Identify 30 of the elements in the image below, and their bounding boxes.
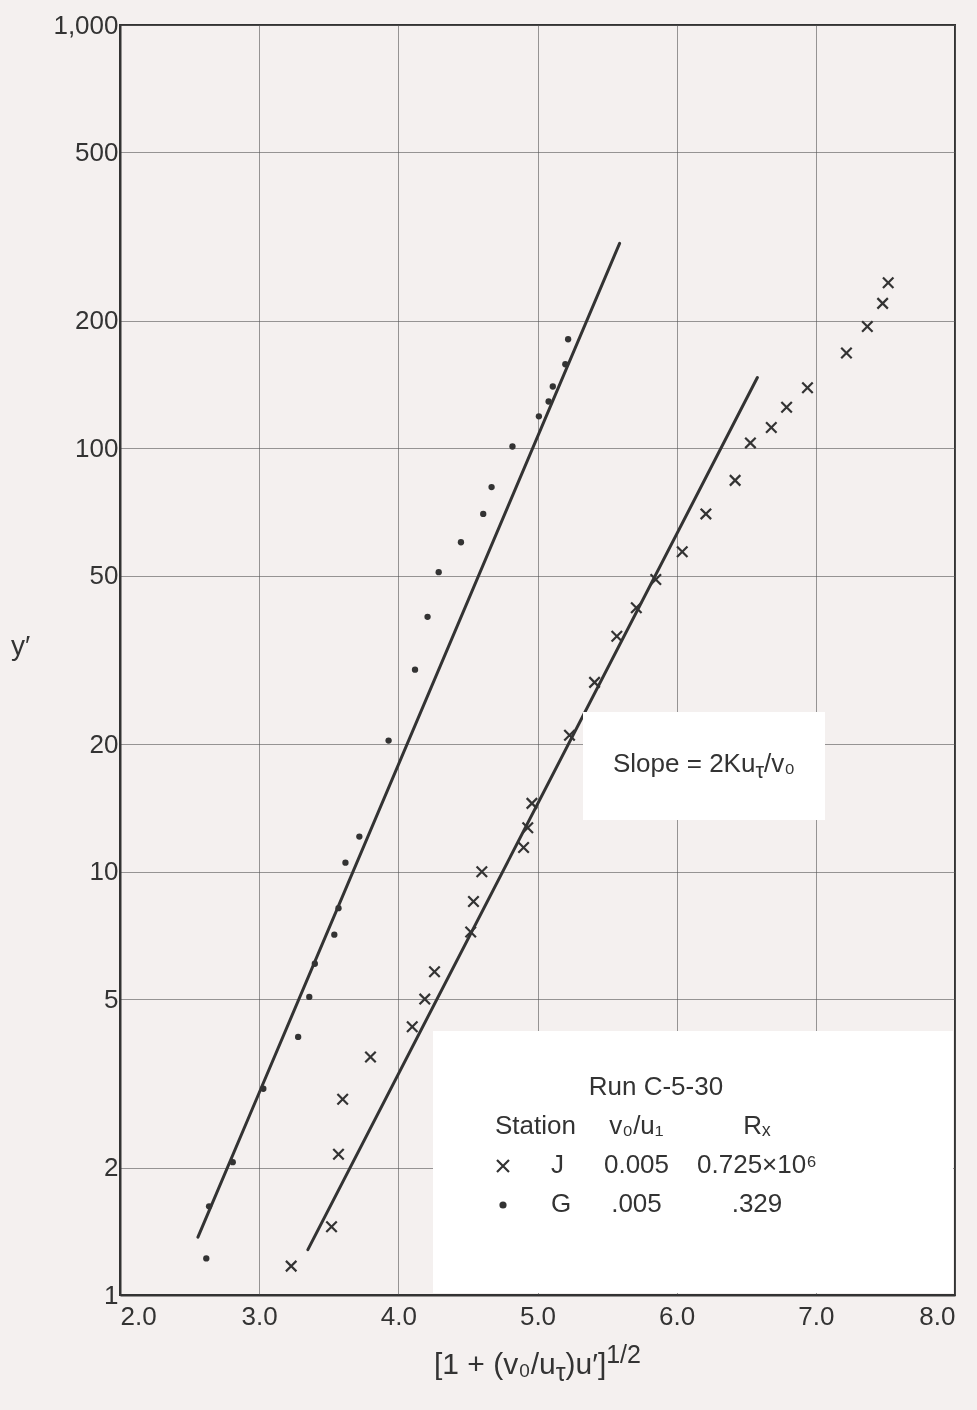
note-box: Slope = 2Ku$_{τ}$/v₀	[583, 712, 825, 821]
x-tick-label: 6.0	[659, 1300, 696, 1331]
legend-title: Run C-5-30	[587, 1070, 725, 1103]
y-tick-label: 5	[104, 983, 119, 1014]
legend-label: J	[551, 1149, 564, 1179]
x-tick-label: 2.0	[120, 1300, 157, 1331]
annotation: .329	[730, 1187, 784, 1220]
y-tick-label: 10	[89, 856, 119, 887]
y-axis-title: y′	[10, 629, 31, 661]
y-tick-label: 1,000	[53, 9, 119, 40]
annotation: Rₓ	[742, 1109, 772, 1142]
legend-label: G	[551, 1188, 572, 1218]
annotation: 0.005	[602, 1148, 671, 1181]
annotation: .005	[610, 1187, 663, 1220]
y-tick-label: 50	[89, 560, 119, 591]
annotation: 0.725×10⁶	[696, 1148, 818, 1181]
y-tick-label: 500	[75, 136, 119, 167]
x-tick-label: 3.0	[241, 1300, 278, 1331]
y-tick-label: 20	[89, 728, 119, 759]
annotation: v₀/u₁	[608, 1109, 665, 1142]
y-tick-label: 100	[75, 432, 119, 463]
y-tick-label: 1	[104, 1279, 119, 1310]
y-tick-label: 200	[75, 305, 119, 336]
annotation: Station	[494, 1109, 577, 1142]
x-tick-label: 4.0	[380, 1300, 417, 1331]
x-tick-label: 8.0	[919, 1300, 956, 1331]
x-tick-label: 7.0	[798, 1300, 835, 1331]
x-tick-label: 5.0	[519, 1300, 557, 1331]
y-tick-label: 2	[104, 1152, 119, 1183]
x-axis-title: [1 + (v₀/u$_{τ}$)u′]$^{1/2}$	[433, 1340, 642, 1387]
